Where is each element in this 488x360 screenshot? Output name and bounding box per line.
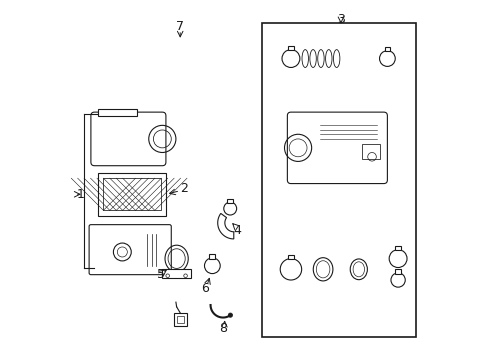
Polygon shape — [217, 213, 233, 239]
Text: 7: 7 — [176, 20, 184, 33]
Bar — [287, 46, 293, 50]
Bar — [162, 269, 190, 278]
Bar — [394, 269, 400, 274]
Text: 8: 8 — [219, 322, 226, 335]
Text: 3: 3 — [336, 13, 344, 26]
FancyBboxPatch shape — [89, 225, 171, 275]
Bar — [394, 246, 400, 250]
Text: 5: 5 — [156, 268, 164, 281]
Text: 6: 6 — [201, 283, 209, 296]
Bar — [98, 173, 165, 216]
Polygon shape — [98, 109, 137, 116]
Circle shape — [183, 274, 187, 278]
Text: 4: 4 — [233, 224, 241, 237]
Circle shape — [228, 313, 232, 317]
Text: 1: 1 — [76, 188, 84, 201]
FancyBboxPatch shape — [91, 112, 165, 166]
FancyBboxPatch shape — [287, 112, 386, 184]
Bar — [384, 47, 389, 51]
Bar — [287, 255, 293, 259]
Bar — [227, 199, 233, 203]
Bar — [103, 178, 160, 210]
Circle shape — [165, 274, 169, 278]
Bar — [176, 316, 183, 323]
Bar — [362, 144, 380, 158]
Bar — [173, 313, 186, 326]
Bar — [262, 23, 415, 337]
Bar — [209, 254, 215, 258]
Text: 2: 2 — [180, 183, 187, 195]
